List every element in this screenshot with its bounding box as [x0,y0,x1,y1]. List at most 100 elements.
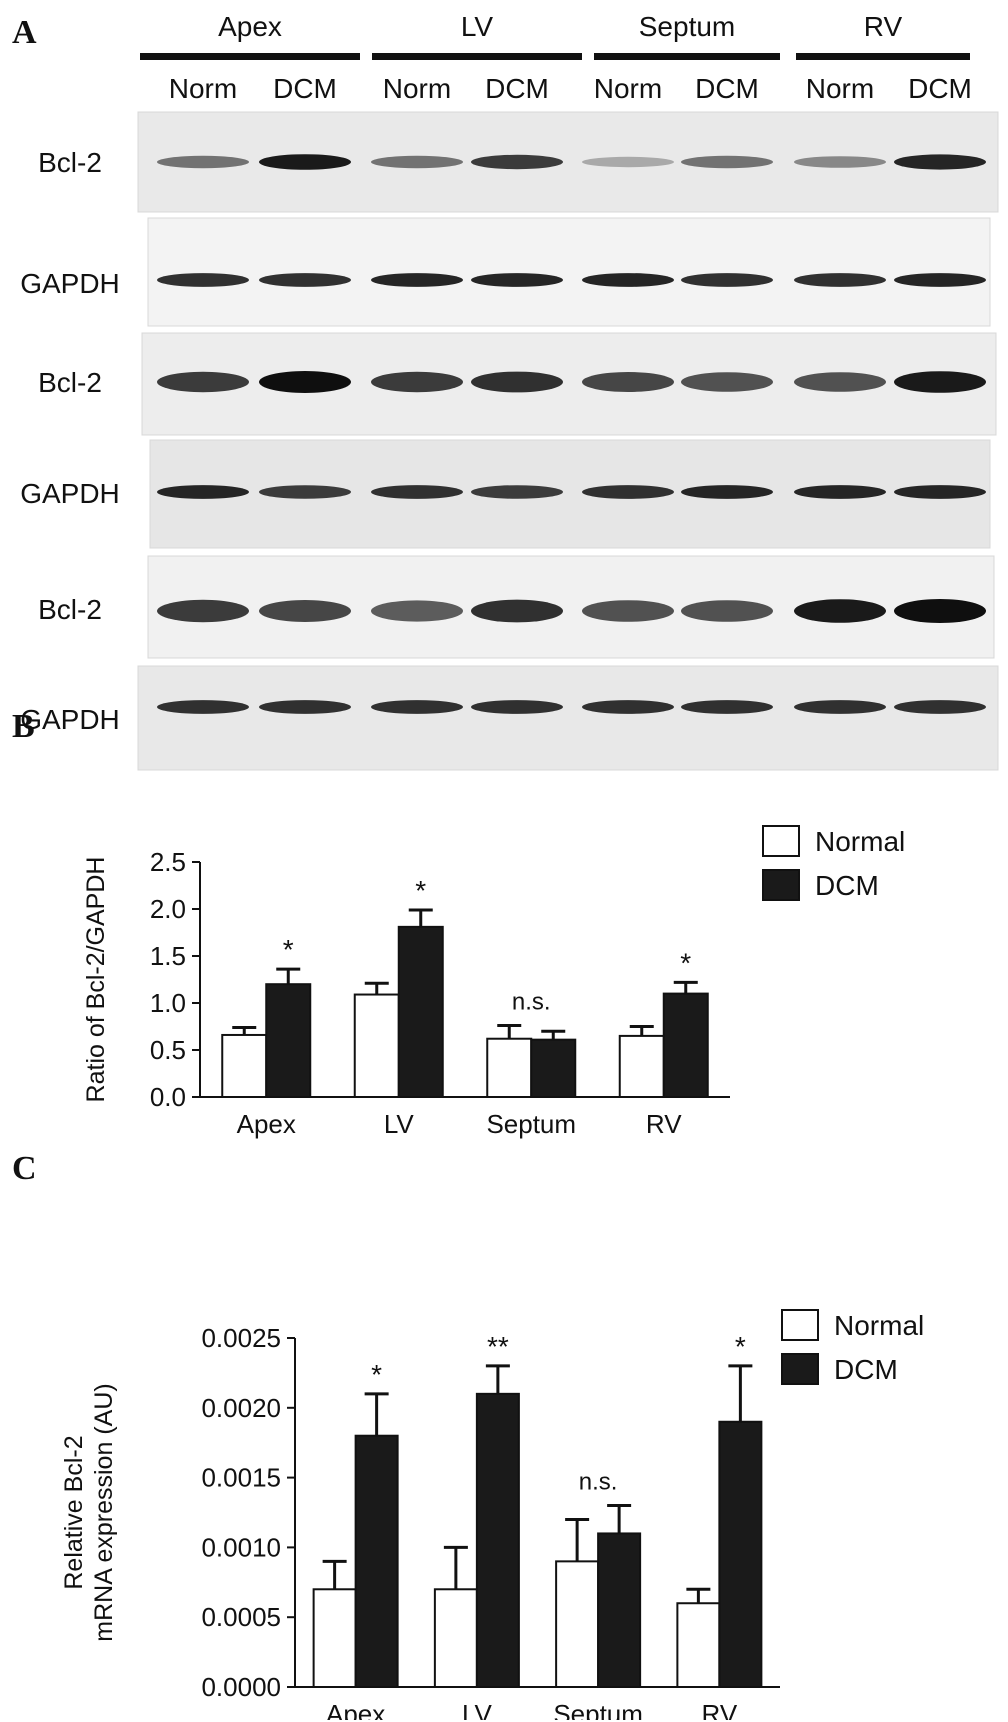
blot-band [157,273,249,287]
y-tick-label: 1.5 [150,941,186,971]
x-tick-label: RV [646,1109,682,1139]
x-tick-label: LV [462,1699,493,1720]
blot-band [259,154,351,170]
blot-band [259,600,351,622]
blot-row-label: Bcl-2 [38,367,102,398]
blot-band [582,372,674,392]
bcl2-gapdh-ratio-chart: 0.0 0.5 1.0 1.5 2.0 2.5 Ratio of Bcl-2/GAPDH Ap… [82,825,905,1139]
blot-band [681,372,773,392]
bar-normal [618,1034,665,1098]
blot-band [894,154,986,170]
significance-annotation: ** [487,1331,509,1362]
y-axis-label-line2: mRNA expression (AU) [90,1383,118,1641]
blot-region-label: Septum [639,11,736,42]
bar-dcm [265,983,312,1098]
blot-band [371,700,463,714]
bar-normal [486,1037,533,1098]
panel-letter-b: B [12,708,35,745]
blot-band [371,155,463,169]
blot-band [681,155,773,169]
significance-annotation: * [371,1359,382,1390]
blot-lane-label: Norm [169,73,237,104]
western-blot-panel: Apex LV Septum RV Norm DCM Norm DCM Norm DCM Norm D… [20,11,999,771]
bar-normal [433,1588,478,1688]
blot-band [371,600,463,622]
blot-band [371,371,463,393]
blot-band [582,600,674,622]
blot-band [794,273,886,287]
bar-normal [555,1560,600,1688]
blot-band [794,700,886,714]
significance-annotation: * [680,947,691,978]
blot-lane-label: DCM [273,73,337,104]
blot-region-bar [594,53,780,60]
blot-row-label: GAPDH [20,268,120,299]
blot-band [471,154,563,170]
significance-annotation: * [283,934,294,965]
legend-label-normal: Normal [834,1310,924,1341]
y-axis-label: Ratio of Bcl-2/GAPDH [82,857,110,1103]
blot-band [894,371,986,393]
blot-band [681,485,773,499]
blot-lane-label: Norm [383,73,451,104]
blot-band [582,700,674,714]
x-tick-label: LV [384,1109,415,1139]
blot-band [471,700,563,714]
blot-band [794,485,886,499]
y-tick-label: 2.0 [150,894,186,924]
blot-band [157,371,249,393]
y-axis-label-line1: Relative Bcl-2 [60,1435,88,1589]
blot-band [794,156,886,168]
blot-band [681,700,773,714]
blot-band [582,485,674,499]
x-tick-label: RV [702,1699,738,1720]
bar-dcm [397,925,444,1098]
blot-band [894,700,986,714]
blot-band [259,485,351,499]
blot-lane-label: DCM [485,73,549,104]
legend-swatch-normal [781,1309,819,1341]
blot-region-label: Apex [218,11,282,42]
legend-swatch-normal [762,825,800,857]
x-tick-label: Apex [326,1699,385,1720]
blot-region-label: LV [461,11,493,42]
significance-annotation: * [415,875,426,906]
blot-row-label: Bcl-2 [38,594,102,625]
blot-band [471,485,563,499]
blot-band [681,273,773,287]
blot-lane-label: DCM [695,73,759,104]
legend-swatch-dcm [762,869,800,901]
y-tick-label: 0.0 [150,1082,186,1112]
y-tick-label: 0.0005 [201,1602,281,1632]
y-tick-label: 0.0010 [201,1532,281,1562]
blot-band [582,156,674,168]
y-tick-label: 2.5 [150,847,186,877]
blot-lane-label: DCM [908,73,972,104]
legend-label-dcm: DCM [834,1354,898,1385]
blot-band [157,155,249,169]
y-tick-label: 0.0000 [201,1672,281,1702]
y-tick-label: 0.0015 [201,1463,281,1493]
blot-band [471,599,563,623]
significance-annotation: * [735,1331,746,1362]
x-tick-label: Apex [237,1109,296,1139]
x-tick-label: Septum [553,1699,643,1720]
blot-strip [147,217,991,327]
bar-normal [353,993,400,1098]
blot-region-bar [796,53,970,60]
x-tick-label: Septum [486,1109,576,1139]
blot-band [894,599,986,623]
panel-letter-a: A [12,14,37,51]
blot-region-bar [140,53,360,60]
blot-lane-label: Norm [806,73,874,104]
blot-band [371,485,463,499]
blot-band [259,700,351,714]
blot-band [157,700,249,714]
blot-band [471,273,563,287]
blot-band [894,485,986,499]
blot-row-label: GAPDH [20,478,120,509]
legend-label-dcm: DCM [815,870,879,901]
bar-normal [312,1588,357,1688]
blot-band [157,485,249,499]
y-tick-label: 1.0 [150,988,186,1018]
